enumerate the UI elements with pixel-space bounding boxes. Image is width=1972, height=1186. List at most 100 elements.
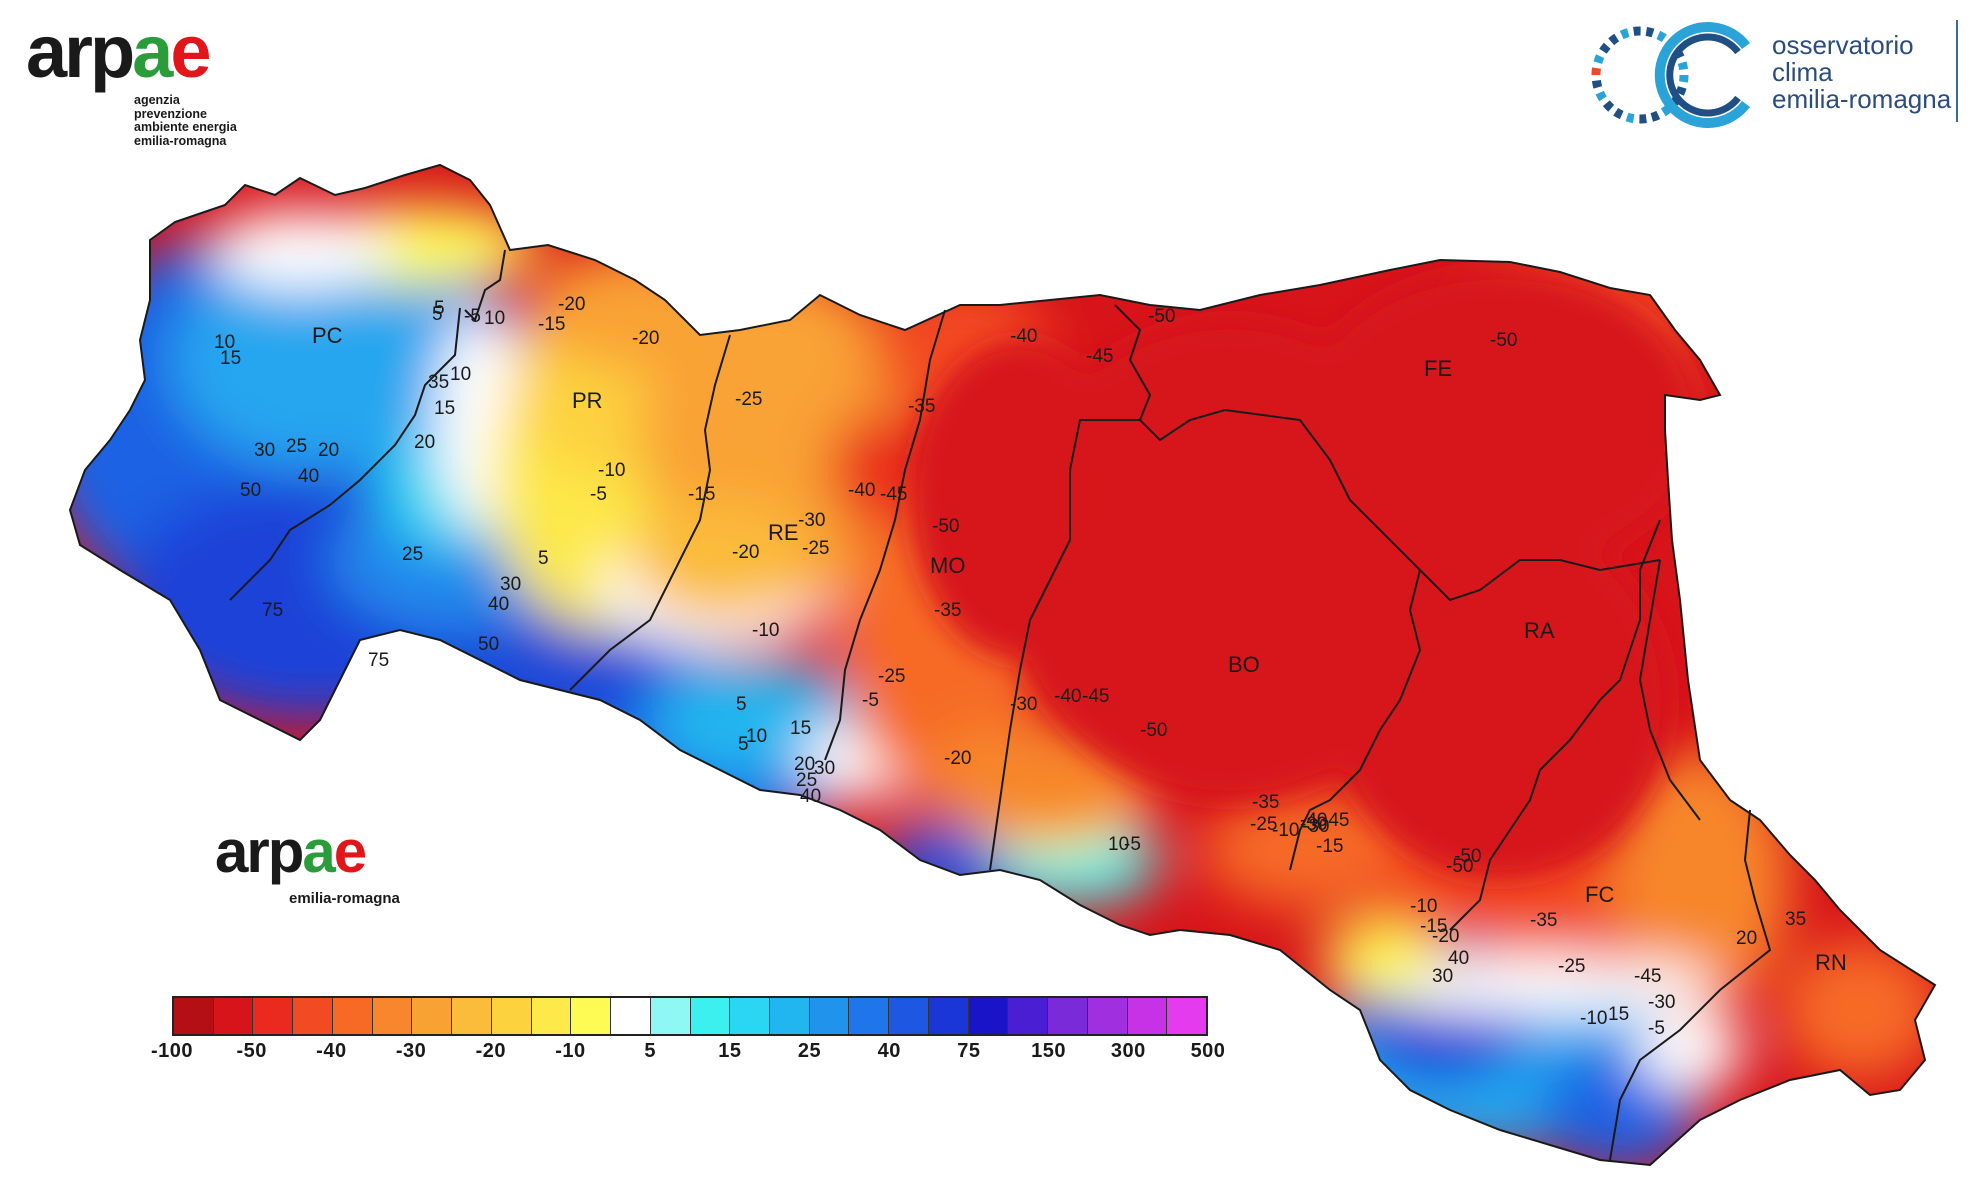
emblem-dash [1608, 33, 1620, 46]
isoline-value-label: 20 [794, 754, 815, 775]
legend-swatch [1167, 998, 1207, 1034]
province-label-fc: FC [1585, 882, 1614, 907]
isoline-value-label: 15 [220, 348, 241, 369]
isoline-value-label: 30 [814, 758, 835, 779]
province-label-re: RE [768, 520, 799, 545]
isoline-value-label: -20 [1432, 926, 1459, 947]
isoline-value-label: 5 [538, 548, 549, 569]
isoline-value-label: -35 [908, 396, 935, 417]
isoline-value-label: -5 [590, 484, 607, 505]
isoline-value-label: -5 [862, 690, 879, 711]
isoline-value-label: -5 [464, 306, 481, 327]
emblem-dash [1613, 107, 1624, 120]
isoline-value-label: -15 [1316, 836, 1343, 857]
osservatorio-emblem-icon [1591, 22, 1750, 128]
isoline-value-label: 40 [800, 786, 821, 807]
emblem-dash [1619, 28, 1630, 40]
isoline-value-label: 30 [1432, 966, 1453, 987]
isoline-value-label: -45 [880, 484, 907, 505]
arpae-sub-line: ambiente energia [134, 120, 237, 134]
province-label-ra: RA [1524, 618, 1555, 643]
isoline-value-label: -50 [1446, 856, 1473, 877]
emblem-dash [1679, 74, 1689, 83]
isoline-value-label: -20 [558, 294, 585, 315]
isoline-value-label: -35 [934, 600, 961, 621]
arpae-subtitle: agenzia prevenzione ambiente energia emi… [134, 93, 237, 148]
isoline-value-label: -15 [538, 314, 565, 335]
province-label-pc: PC [312, 323, 343, 348]
isoline-value-label: -30 [1300, 814, 1327, 835]
legend-tick-label: -40 [316, 1040, 347, 1062]
isoline-value-label: -50 [1140, 720, 1167, 741]
isoline-value-label: 75 [368, 650, 389, 671]
arpae-inner-subtitle: emilia-romagna [289, 890, 400, 907]
osservatorio-line: emilia-romagna [1772, 84, 1952, 114]
legend-swatch [452, 998, 492, 1034]
arpae-sub-line: agenzia [134, 93, 180, 107]
legend-tick-label: -30 [395, 1040, 427, 1062]
emblem-dash [1595, 90, 1607, 102]
emblem-dash [1591, 67, 1601, 76]
emblem-dash [1625, 112, 1635, 124]
isoline-value-label: 20 [414, 432, 435, 453]
emblem-dash [1645, 26, 1655, 38]
isoline-value-label: -10 [598, 460, 625, 481]
legend-swatch [253, 998, 294, 1034]
isoline-value-label: -40 [1054, 686, 1081, 707]
isoline-value-label: 20 [318, 440, 339, 461]
legend-tick-label: -100 [150, 1040, 194, 1062]
isoline-value-label: 25 [286, 436, 307, 457]
isoline-value-label: 15 [790, 718, 811, 739]
legend-swatch [889, 998, 929, 1034]
isoline-value-label: -5 [1124, 834, 1141, 855]
isoline-value-label: -25 [735, 389, 762, 410]
isoline-value-label: 25 [796, 770, 817, 791]
province-label-mo: MO [930, 553, 965, 578]
arpae-sub-line: prevenzione [134, 106, 207, 121]
isoline-value-label: 35 [1785, 909, 1806, 930]
isoline-value-label: -50 [1148, 306, 1175, 327]
isoline-value-label: 75 [262, 600, 283, 621]
isoline-value-label: 30 [254, 440, 275, 461]
osservatorio-line: clima [1772, 57, 1833, 87]
isoline-value-label: -5 [1648, 1018, 1665, 1039]
isoline-value-label: -40 [848, 480, 875, 501]
legend-tick-label: 5 [644, 1040, 656, 1062]
legend-swatch [968, 998, 1009, 1034]
color-legend: -100 -50 -40 -30 -20 -10 5 15 25 40 75 150 300 500 [151, 996, 1225, 1066]
isoline-value-label: 40 [488, 594, 509, 615]
legend-tick-label: 15 [718, 1040, 742, 1062]
legend-tick-label: 150 [1031, 1040, 1067, 1062]
legend-swatch [1008, 998, 1049, 1034]
isoline-value-label: -35 [1530, 910, 1557, 931]
legend-swatch [690, 998, 731, 1034]
legend-swatch [412, 998, 453, 1034]
legend-swatch [770, 998, 810, 1034]
legend-tick-label: -20 [475, 1040, 506, 1062]
isoline-value-label: 10 [484, 308, 505, 329]
isoline-value-label: -50 [1454, 846, 1481, 867]
emblem-dash [1650, 110, 1661, 122]
legend-swatch [213, 998, 254, 1034]
arpae-logo: arpae agenzia prevenzione ambiente energ… [26, 12, 276, 148]
isoline-value-label: 10 [746, 726, 767, 747]
legend-swatch [293, 998, 333, 1034]
legend-swatch [491, 998, 532, 1034]
isoline-value-label: 40 [298, 466, 319, 487]
legend-swatch [1048, 998, 1088, 1034]
isoline-labels: 5 -5 10-20-15-20 -40-50-45-50-25 -35-10-5 -15… [214, 294, 1806, 1039]
osservatorio-line: osservatorio [1772, 30, 1914, 60]
arpae-sub-line: emilia-romagna [134, 133, 227, 148]
isoline-value-label: -10 [1410, 896, 1437, 917]
isoline-value-label: -30 [798, 510, 825, 531]
legend-tick-label: -10 [555, 1040, 586, 1062]
isoline-value-label: -25 [1250, 814, 1277, 835]
legend-swatch [332, 998, 373, 1034]
emblem-dash [1675, 86, 1687, 96]
logo-divider [1956, 20, 1958, 122]
isoline-value-label: -10 [752, 620, 779, 641]
isoline-value-label: -20 [732, 542, 759, 563]
isoline-value-label: -25 [878, 666, 905, 687]
isoline-value-label: 5 [738, 734, 749, 755]
